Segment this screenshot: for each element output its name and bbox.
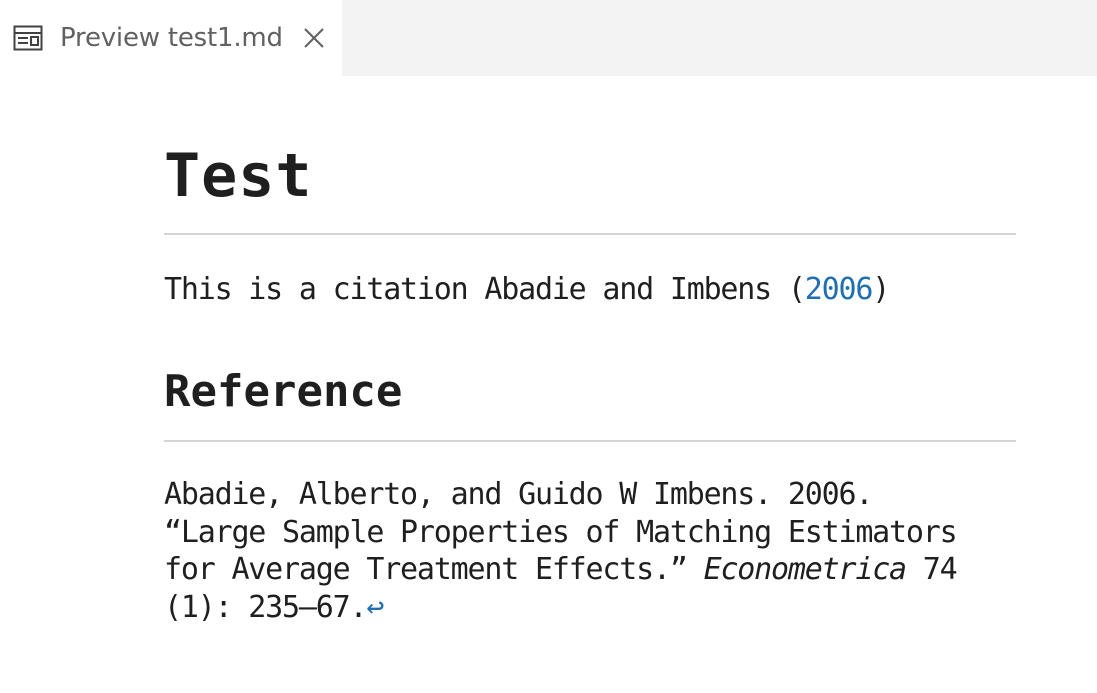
reference-text: (1): 235–67.: [164, 590, 366, 625]
journal-name: Econometrica: [704, 552, 906, 587]
reference-text: 74: [906, 552, 957, 587]
preview-icon: [13, 25, 43, 51]
close-icon[interactable]: [301, 25, 327, 51]
tab-label: Preview test1.md: [60, 23, 283, 53]
reference-line: (1): 235–67.↩: [164, 589, 1016, 627]
reference-line: for Average Treatment Effects.” Economet…: [164, 551, 1016, 589]
reference-line: Abadie, Alberto, and Guido W Imbens. 200…: [164, 476, 1016, 514]
tab-bar: Preview test1.md: [0, 0, 1097, 76]
backref-link[interactable]: ↩: [366, 590, 383, 625]
document-title: Test: [164, 138, 1016, 235]
tab-preview[interactable]: Preview test1.md: [0, 0, 342, 76]
paragraph-text: This is a citation Abadie and Imbens (: [164, 272, 805, 307]
markdown-preview: Test This is a citation Abadie and Imben…: [164, 76, 1016, 626]
reference-entry: Abadie, Alberto, and Guido W Imbens. 200…: [164, 476, 1016, 626]
citation-link[interactable]: 2006: [805, 272, 872, 307]
references-heading: Reference: [164, 362, 1016, 442]
reference-text: for Average Treatment Effects.”: [164, 552, 704, 587]
paragraph-text-end: ): [872, 272, 889, 307]
citation-paragraph: This is a citation Abadie and Imbens (20…: [164, 268, 1016, 312]
reference-line: “Large Sample Properties of Matching Est…: [164, 514, 1016, 552]
